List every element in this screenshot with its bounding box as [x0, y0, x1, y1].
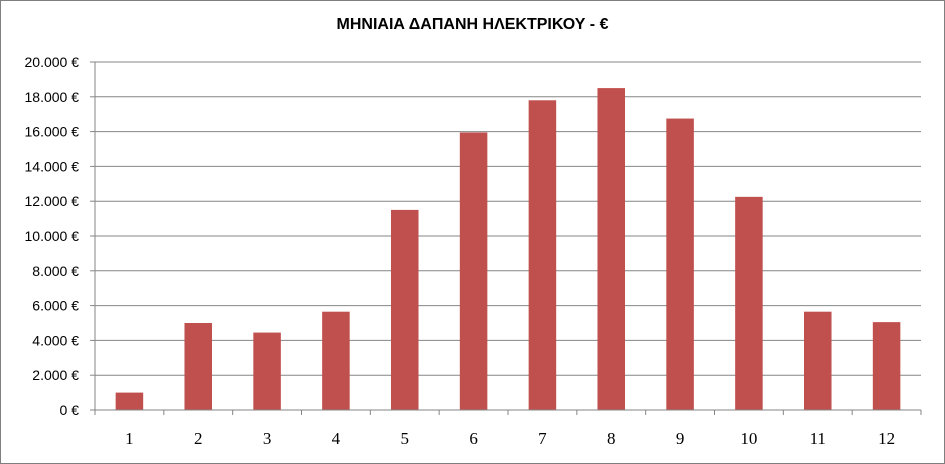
y-tick-label: 4.000 €	[32, 332, 79, 348]
y-tick-label: 2.000 €	[32, 367, 79, 383]
y-tick-label: 16.000 €	[25, 124, 80, 140]
gridlines	[90, 61, 922, 415]
x-tick-label: 6	[469, 429, 478, 448]
y-tick-label: 0 €	[60, 402, 80, 418]
x-tick-label: 2	[194, 429, 203, 448]
bar-3	[253, 332, 281, 410]
chart-title: ΜΗΝΙΑΙΑ ΔΑΠΑΝΗ ΗΛΕΚΤΡΙΚΟΥ - €	[336, 16, 609, 33]
x-tick-label: 11	[810, 429, 826, 448]
bars	[115, 88, 901, 411]
x-tick-label: 10	[740, 429, 757, 448]
bar-11	[803, 311, 832, 410]
bar-12	[872, 322, 901, 410]
x-tick-label: 9	[676, 429, 685, 448]
y-tick-label: 20.000 €	[25, 54, 80, 70]
bar-5	[390, 209, 419, 410]
bar-8	[597, 88, 626, 410]
axes	[94, 62, 921, 411]
x-tick-label: 3	[263, 429, 272, 448]
y-tick-label: 10.000 €	[25, 228, 80, 244]
x-tick-label: 5	[401, 429, 410, 448]
bar-1	[115, 392, 144, 410]
y-tick-label: 12.000 €	[25, 193, 80, 209]
x-tick-label: 8	[607, 429, 616, 448]
y-tick-label: 8.000 €	[32, 263, 79, 279]
x-tick-label: 4	[332, 429, 341, 448]
x-tick-label: 7	[538, 429, 547, 448]
bar-6	[459, 132, 488, 410]
x-tick-label: 1	[125, 429, 134, 448]
y-tick-label: 6.000 €	[32, 298, 79, 314]
x-tick-label: 12	[878, 429, 895, 448]
bar-4	[322, 311, 350, 410]
y-tick-label: 14.000 €	[25, 158, 80, 174]
bar-9	[666, 118, 694, 411]
bar-7	[528, 100, 557, 410]
bar-10	[735, 196, 763, 410]
y-tick-label: 18.000 €	[25, 89, 80, 105]
x-axis-tick-labels: 1 2 3 4 5 6 7 8 9 10 11 12	[125, 429, 895, 448]
y-axis-tick-labels: 0 € 2.000 € 4.000 € 6.000 € 8.000 € 10.000 € 1…	[25, 54, 80, 418]
bar-2	[184, 323, 213, 410]
